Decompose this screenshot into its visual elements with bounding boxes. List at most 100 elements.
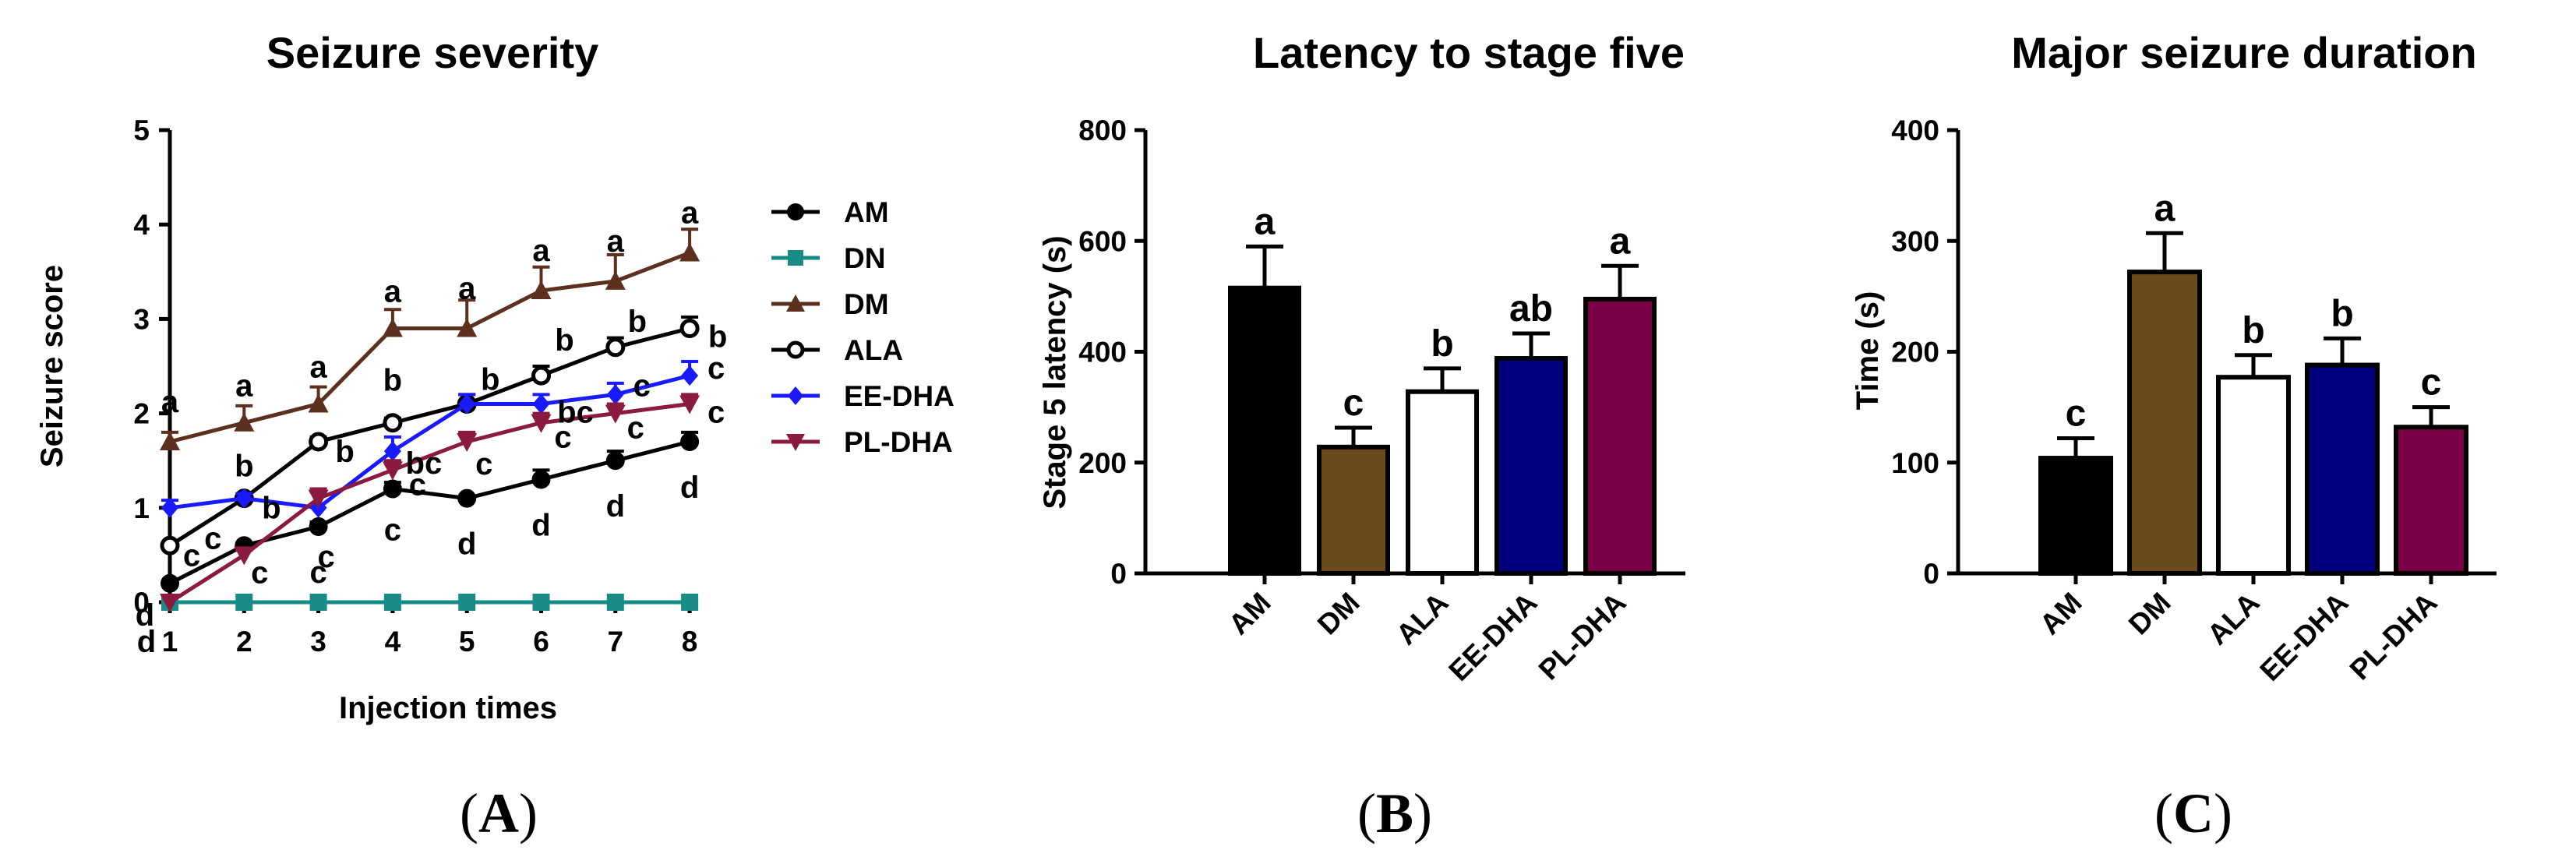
panel-b-sig-letter: ab <box>1509 288 1553 330</box>
data-point-dm <box>382 318 403 337</box>
panel-b-x-tick-label: ALA <box>1390 587 1455 651</box>
data-point-pl-dha <box>234 546 255 566</box>
panel-c-sig-letter: c <box>2066 393 2087 434</box>
data-point-pl-dha <box>160 594 180 612</box>
data-point-dm <box>531 280 552 300</box>
sig-letter-ala: b <box>383 364 402 398</box>
data-point-dm <box>234 412 255 432</box>
panel-a-letter: A <box>478 782 519 845</box>
panel-a-x-tick-label: 6 <box>533 626 549 658</box>
legend-item-am: AM <box>771 196 889 228</box>
panel-a-xlabel: Injection times <box>339 691 557 725</box>
legend-marker-dn <box>788 250 803 266</box>
panel-c-bar-ee-dha <box>2305 362 2380 576</box>
sig-letter-dm: a <box>309 350 327 384</box>
panel-c-x-tick-label: AM <box>2034 587 2088 641</box>
legend-label: AM <box>844 196 889 228</box>
sig-letter-ee-dha: bc <box>406 446 443 481</box>
data-point-dm <box>605 270 626 290</box>
panel-c-y-tick-label: 100 <box>1891 447 1939 479</box>
panel-a-x-tick-label: 1 <box>162 626 178 658</box>
panel-a-legend: AM DN DM ALA EE-DHA PL-DHA <box>771 196 955 458</box>
data-point-dn <box>383 594 401 611</box>
panel-b-x-tick-label: DM <box>1311 587 1366 641</box>
data-point-pl-dha <box>382 461 403 481</box>
panel-b-y-tick-label: 600 <box>1078 225 1127 257</box>
sig-letter-ee-dha: c <box>708 351 725 386</box>
legend-label: EE-DHA <box>844 380 955 412</box>
sig-letter-pl-dha: c <box>554 421 571 455</box>
panel-c-ylabel: Time (s) <box>1851 291 1885 411</box>
panel-c-sig-letter: c <box>2421 362 2442 404</box>
legend-label: DN <box>844 242 885 274</box>
sig-letter-ala: b <box>555 323 573 358</box>
panel-c-y-tick-label: 300 <box>1891 225 1939 257</box>
data-point-pl-dha <box>531 414 552 433</box>
sig-letter-am: d <box>136 598 154 633</box>
data-point-ee-dha <box>681 365 699 386</box>
panel-a-y-tick-label: 3 <box>133 303 150 335</box>
panel-c-bar-ala <box>2216 375 2291 576</box>
data-point-pl-dha <box>308 489 329 509</box>
sig-letter-am: c <box>384 513 401 548</box>
series-line-pl-dha <box>168 401 690 605</box>
data-point-ala <box>309 432 329 452</box>
panel-c-letter: C <box>2173 782 2214 845</box>
panel-c-x-tick-label: DM <box>2123 587 2177 641</box>
panel-a-label: (A) <box>460 782 538 845</box>
legend-item-pl-dha: PL-DHA <box>771 426 953 458</box>
panel-b-x-tick-label: AM <box>1223 587 1277 641</box>
series-ala <box>160 315 700 555</box>
sig-letter-am: d <box>457 527 476 562</box>
panel-c-label: (C) <box>2154 782 2232 845</box>
sig-letter-am: c <box>309 555 326 590</box>
panel-c-bar-am <box>2038 456 2113 576</box>
sig-letter-ee-dha: c <box>633 369 651 403</box>
panel-b-bar-pl-dha <box>1583 296 1657 576</box>
panel-b-y-tick-label: 0 <box>1110 558 1127 590</box>
sig-letter-pl-dha: c <box>309 507 326 541</box>
panel-b-plot: 0 200 400 600 800 a AM c DM b ALA ab EE-DHA a PL-DHA <box>1078 115 1685 687</box>
panel-a-x-tick-label: 4 <box>385 626 401 658</box>
panel-c-x-tick-label: EE-DHA <box>2253 587 2354 687</box>
panel-a-y-tick-label: 4 <box>133 209 150 241</box>
sig-letter-ee-dha: c <box>317 540 334 574</box>
series-line-ala <box>168 326 690 548</box>
panel-b-ylabel: Stage 5 latency (s) <box>1038 235 1072 509</box>
legend-label: PL-DHA <box>844 426 953 458</box>
panel-a-x-tick-label: 7 <box>608 626 624 658</box>
sig-letter-dm: a <box>681 196 699 231</box>
panel-b-sig-letter: c <box>1343 383 1364 424</box>
panel-b-y-tick-label: 200 <box>1078 447 1127 479</box>
panel-c: Major seizure duration Time (s) 0 100 200 3… <box>1851 28 2497 845</box>
data-point-ee-dha <box>235 488 253 509</box>
data-point-dn <box>532 594 550 611</box>
sig-letter-dm: a <box>458 272 476 306</box>
data-point-dm <box>160 431 180 450</box>
panel-a-ylabel: Seizure score <box>35 265 69 467</box>
panel-a: Seizure severity Seizure score Injection… <box>35 28 955 845</box>
legend-marker-ee-dha <box>788 386 803 405</box>
panel-b-y-tick-label: 800 <box>1078 115 1127 146</box>
data-point-ala <box>605 337 626 358</box>
sig-letter-am: d <box>680 471 699 505</box>
data-point-pl-dha <box>457 432 478 452</box>
panel-c-y-tick-label: 200 <box>1891 337 1939 369</box>
data-point-am <box>605 451 625 471</box>
series-pl-dha <box>160 393 700 612</box>
data-point-am <box>680 432 700 451</box>
panel-b-bar-ala <box>1406 389 1479 576</box>
legend-item-ee-dha: EE-DHA <box>771 380 955 412</box>
data-point-ala <box>531 365 551 386</box>
data-point-dm <box>457 318 478 337</box>
sig-letter-pl-dha: c <box>251 555 268 590</box>
data-point-ala <box>383 413 403 433</box>
sig-letter-pl-dha: c <box>475 447 492 481</box>
sig-letter-ee-dha: b <box>262 492 281 526</box>
panel-a-x-tick-label: 2 <box>236 626 252 658</box>
panel-b-bar-dm <box>1317 444 1390 577</box>
panel-b-x-tick-label: PL-DHA <box>1533 587 1632 686</box>
panel-a-x-tick-label: 5 <box>459 626 475 658</box>
